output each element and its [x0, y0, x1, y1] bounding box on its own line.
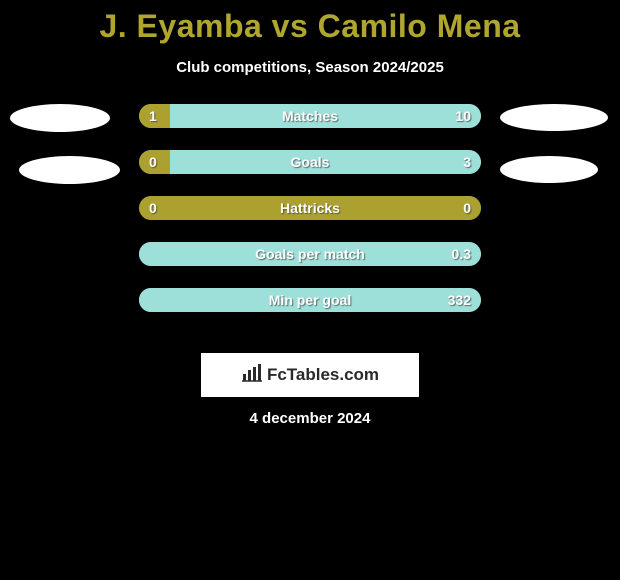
stat-bar: 00Hattricks [139, 196, 481, 220]
subtitle: Club competitions, Season 2024/2025 [0, 59, 620, 76]
logo-text: FcTables.com [267, 365, 379, 385]
stat-label: Goals per match [139, 242, 481, 266]
logo-box[interactable]: FcTables.com [201, 353, 419, 397]
page-title: J. Eyamba vs Camilo Mena [0, 0, 620, 45]
stat-bar: 0.3Goals per match [139, 242, 481, 266]
stat-label: Hattricks [139, 196, 481, 220]
stat-row: 0.3Goals per match [0, 242, 620, 288]
stat-label: Goals [139, 150, 481, 174]
stat-bar: 03Goals [139, 150, 481, 174]
stat-label: Min per goal [139, 288, 481, 312]
stat-row: 332Min per goal [0, 288, 620, 334]
bar-chart-icon [241, 364, 263, 387]
stat-bar: 332Min per goal [139, 288, 481, 312]
stat-label: Matches [139, 104, 481, 128]
stat-row: 110Matches [0, 104, 620, 150]
stat-row: 00Hattricks [0, 196, 620, 242]
date-stamp: 4 december 2024 [0, 410, 620, 427]
stat-bar: 110Matches [139, 104, 481, 128]
stat-row: 03Goals [0, 150, 620, 196]
comparison-chart: 110Matches 03Goals 00Hattricks 0.3Goals per… [0, 104, 620, 334]
